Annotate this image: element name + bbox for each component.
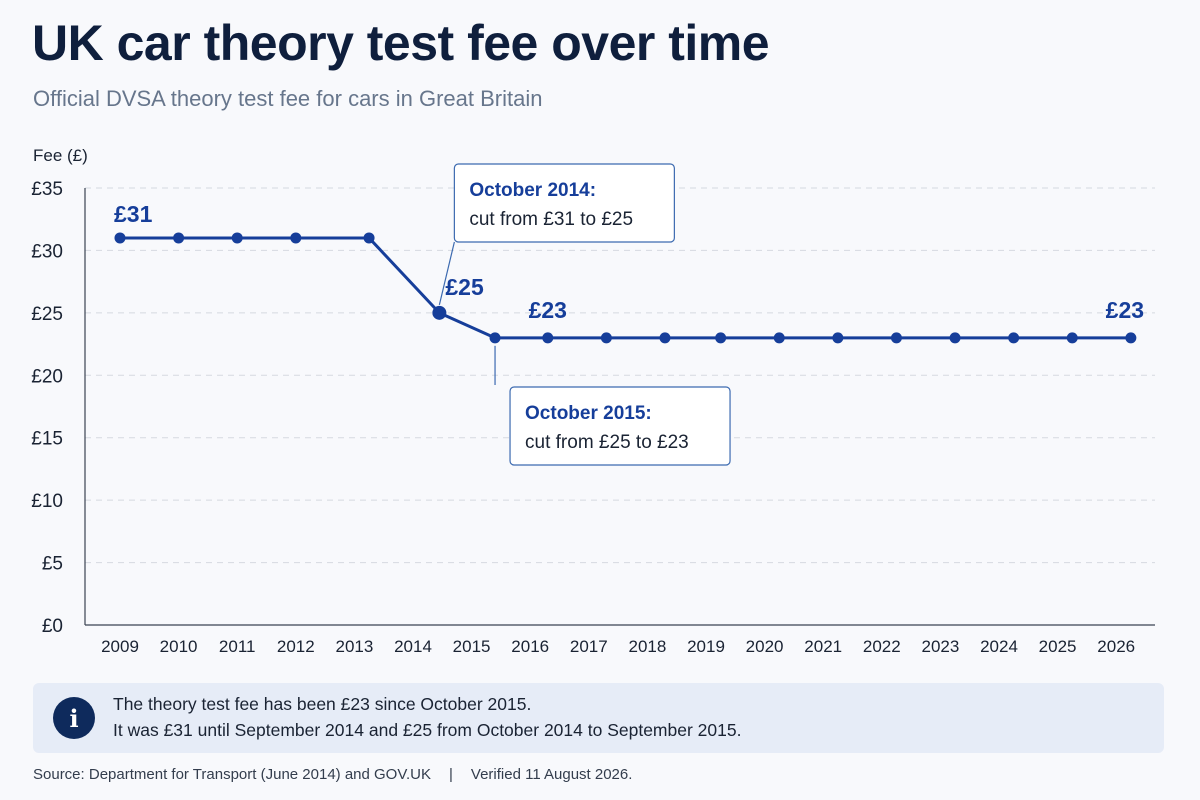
data-point [1125,332,1137,344]
y-tick-label: £20 [31,366,63,387]
x-tick-label: 2020 [746,637,784,656]
callout-text: cut from £25 to £23 [525,432,689,453]
y-axis-title: Fee (£) [33,146,88,165]
x-tick-label: 2021 [804,637,842,656]
data-point [1066,332,1078,344]
x-tick-label: 2014 [394,637,432,656]
data-point [1008,332,1020,344]
x-tick-label: 2015 [453,637,491,656]
data-point [832,332,844,344]
info-box: i The theory test fee has been £23 since… [33,683,1164,753]
callout-heading: October 2015: [525,403,652,424]
source-footer: Source: Department for Transport (June 2… [33,766,632,783]
info-line-1: The theory test fee has been £23 since O… [113,694,532,714]
x-tick-label: 2025 [1039,637,1077,656]
callout-box [453,163,675,243]
chart-title: UK car theory test fee over time [32,15,770,71]
data-point [600,332,612,344]
data-point [773,332,785,344]
x-tick-label: 2018 [628,637,666,656]
y-tick-label: £25 [31,304,63,325]
chart-subtitle: Official DVSA theory test fee for cars i… [33,86,543,111]
y-tick-label: £0 [42,616,63,637]
data-point [542,332,554,344]
callout-connector [438,241,455,305]
y-tick-label: £30 [31,241,63,262]
data-point [715,332,727,344]
x-tick-label: 2012 [277,637,315,656]
callout-text: cut from £31 to £25 [469,209,633,230]
fee-line-chart: Fee (£) £0 £5 £10 £15 £20 £25 £30 £35 2009 2010 201… [31,146,1155,656]
x-tick-label: 2022 [863,637,901,656]
x-tick-label: 2024 [980,637,1018,656]
data-point [659,332,671,344]
data-point [173,232,185,244]
y-tick-label: £15 [31,429,63,450]
y-tick-label: £10 [31,491,63,512]
x-tick-label: 2009 [101,637,139,656]
callout-heading: October 2014: [469,180,596,201]
y-tick-label: £35 [31,179,63,200]
x-tick-label: 2016 [511,637,549,656]
data-point [231,232,243,244]
x-tick-label: 2017 [570,637,608,656]
data-label: £23 [529,297,567,323]
data-point [432,305,447,320]
data-point [114,232,126,244]
source-text: Source: Department for Transport (June 2… [33,766,431,783]
series-line [120,236,1131,340]
x-tick-label: 2010 [160,637,198,656]
y-tick-label: £5 [42,554,63,575]
x-tick-label: 2023 [921,637,959,656]
data-point [949,332,961,344]
x-tick-label: 2026 [1097,637,1135,656]
verified-text: Verified 11 August 2026. [470,766,633,783]
info-icon: i [53,697,95,739]
x-tick-label: 2013 [335,637,373,656]
callout-box [509,386,731,466]
data-point [363,232,375,244]
data-label: £31 [114,201,153,227]
x-tick-label: 2019 [687,637,725,656]
data-label: £25 [445,274,484,300]
info-icon-glyph: i [69,703,79,733]
data-point [290,232,302,244]
x-tick-label: 2011 [219,637,256,656]
data-label: £23 [1106,297,1144,323]
data-point [489,332,501,344]
data-point [890,332,902,344]
info-line-2: It was £31 until September 2014 and £25 … [113,720,742,740]
footer-separator: | [448,766,453,783]
